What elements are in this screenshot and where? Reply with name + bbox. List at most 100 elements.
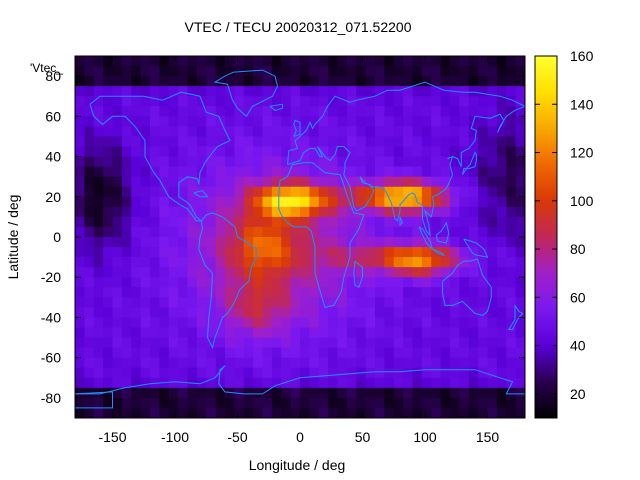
heatmap-cell <box>393 407 404 418</box>
heatmap-cell <box>337 166 348 178</box>
heatmap-cell <box>487 397 498 409</box>
heatmap-cell <box>440 76 451 87</box>
heatmap-cell <box>206 166 217 178</box>
heatmap-cell <box>206 216 217 228</box>
heatmap-cell <box>365 327 376 339</box>
coastlines <box>75 69 525 409</box>
heatmap-cell <box>468 106 479 117</box>
heatmap-cell <box>328 76 339 87</box>
heatmap-cell <box>300 166 310 178</box>
heatmap-cell <box>225 106 235 117</box>
heatmap-cell <box>346 247 357 258</box>
heatmap-cell <box>150 106 160 117</box>
heatmap-cell <box>412 307 423 319</box>
heatmap-cell <box>412 176 423 188</box>
heatmap-cell <box>412 387 423 399</box>
heatmap-cell <box>84 166 95 178</box>
heatmap-cell <box>262 56 273 67</box>
heatmap-cell <box>468 247 479 258</box>
heatmap-cell <box>403 216 414 228</box>
heatmap-cell <box>318 327 329 339</box>
heatmap-cell <box>450 136 460 148</box>
heatmap-cell <box>459 327 470 339</box>
heatmap-cell <box>281 196 292 208</box>
heatmap-cell <box>440 136 451 148</box>
heatmap-cell <box>403 166 414 178</box>
heatmap-cell <box>421 106 432 117</box>
heatmap-cell <box>84 216 95 228</box>
heatmap-cell <box>243 247 254 258</box>
heatmap-cell <box>225 186 235 198</box>
heatmap-cell <box>365 76 376 87</box>
heatmap-cell <box>187 407 198 418</box>
heatmap-cell <box>178 267 189 278</box>
heatmap-cell <box>393 247 404 258</box>
heatmap-cell <box>421 317 432 329</box>
heatmap-cell <box>515 206 525 218</box>
heatmap-cell <box>506 136 517 148</box>
heatmap-cell <box>75 136 85 148</box>
heatmap-cell <box>506 56 517 67</box>
heatmap-cell <box>318 156 329 168</box>
heatmap-cell <box>496 206 507 218</box>
heatmap-cell <box>412 407 423 418</box>
heatmap-cell <box>450 106 460 117</box>
heatmap-cell <box>271 86 282 97</box>
heatmap-cell <box>346 307 357 319</box>
heatmap-cell <box>196 56 207 67</box>
heatmap-cell <box>412 56 423 67</box>
heatmap-cell <box>84 96 95 107</box>
heatmap-cell <box>450 367 460 379</box>
heatmap-cell <box>365 237 376 248</box>
heatmap-cell <box>515 287 525 298</box>
heatmap-cell <box>450 116 460 127</box>
heatmap-cell <box>140 136 151 148</box>
heatmap-cell <box>196 297 207 308</box>
heatmap-cell <box>309 206 320 218</box>
heatmap-cell <box>187 116 198 127</box>
heatmap-cell <box>440 206 451 218</box>
heatmap-cell <box>225 327 235 339</box>
heatmap-cell <box>93 156 104 168</box>
heatmap-cell <box>328 307 339 319</box>
heatmap-cell <box>215 216 226 228</box>
heatmap-cell <box>243 397 254 409</box>
heatmap-cell <box>112 287 123 298</box>
heatmap-cell <box>393 196 404 208</box>
heatmap-cell <box>168 317 179 329</box>
heatmap-cell <box>375 196 385 208</box>
heatmap-cell <box>300 156 310 168</box>
heatmap-cell <box>478 226 489 238</box>
heatmap-cell <box>506 377 517 389</box>
heatmap-cell <box>318 206 329 218</box>
heatmap-cell <box>459 317 470 329</box>
heatmap-cell <box>496 216 507 228</box>
heatmap-cell <box>337 56 348 67</box>
heatmap-cell <box>365 247 376 258</box>
heatmap-cell <box>112 116 123 127</box>
heatmap-cell <box>131 186 142 198</box>
heatmap-cell <box>93 397 104 409</box>
heatmap-cell <box>206 297 217 308</box>
heatmap-cell <box>403 106 414 117</box>
coastline <box>75 365 525 395</box>
heatmap-cell <box>356 226 367 238</box>
heatmap-cell <box>131 257 142 268</box>
heatmap-cell <box>159 96 170 107</box>
heatmap-cell <box>168 216 179 228</box>
heatmap-cell <box>403 56 414 67</box>
heatmap-cell <box>140 317 151 329</box>
heatmap-cell <box>234 166 245 178</box>
heatmap-cell <box>375 377 385 389</box>
heatmap-cell <box>440 247 451 258</box>
heatmap-cell <box>318 96 329 107</box>
heatmap-cell <box>234 317 245 329</box>
heatmap-cell <box>421 387 432 399</box>
heatmap-cell <box>281 367 292 379</box>
x-tick-label: 0 <box>296 429 304 445</box>
heatmap-cell <box>215 96 226 107</box>
heatmap-cell <box>103 327 114 339</box>
heatmap-cell <box>403 86 414 97</box>
heatmap-cell <box>281 357 292 369</box>
heatmap-cell <box>412 146 423 158</box>
